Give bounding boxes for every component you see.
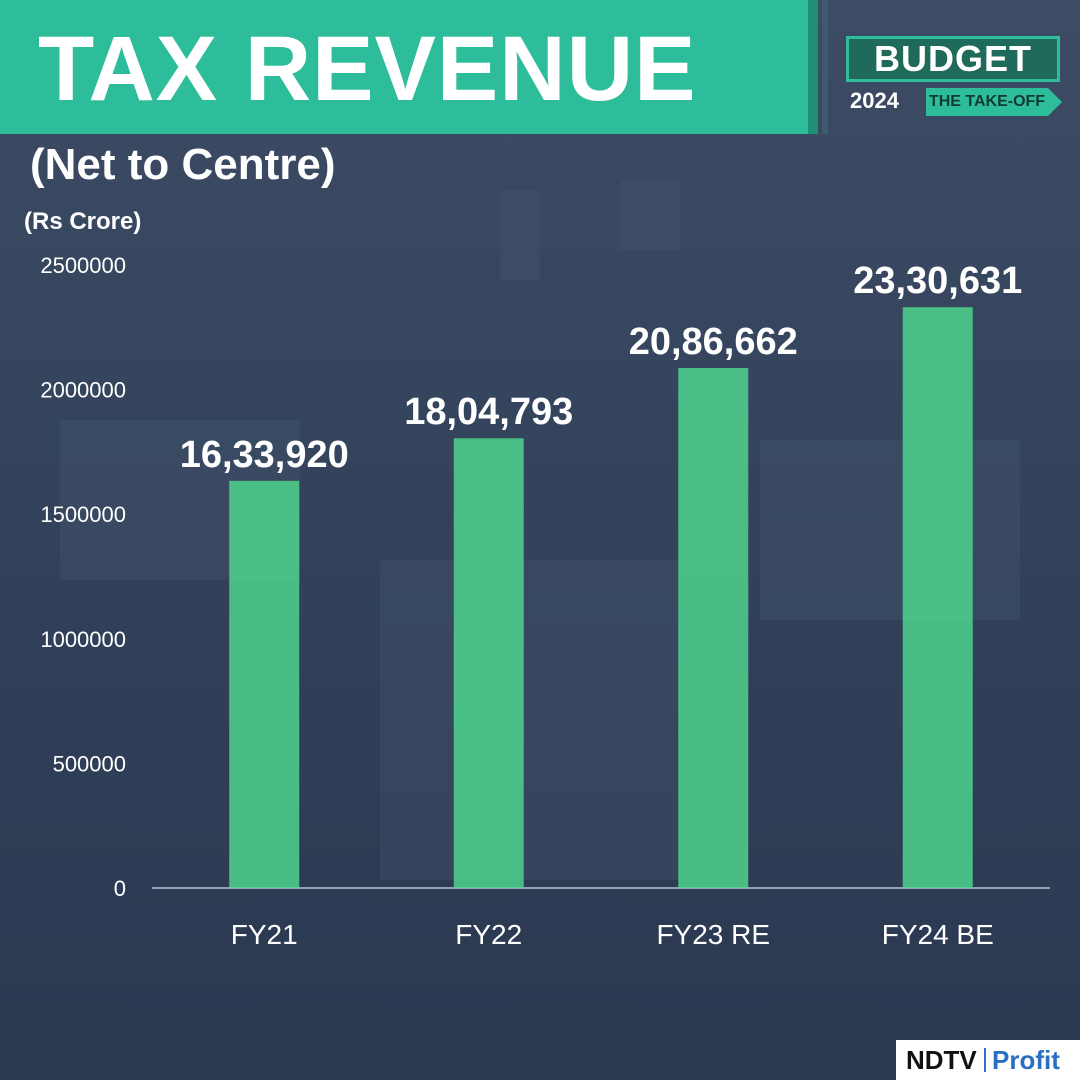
data-label: 20,86,662	[629, 321, 798, 363]
unit-label: (Rs Crore)	[24, 208, 142, 235]
banner-stripe-dark	[822, 0, 828, 134]
y-tick-label: 1000000	[40, 627, 126, 652]
budget-2024-logo: BUDGET 2024 THE TAKE-OFF	[846, 36, 1068, 120]
x-tick-label: FY23 RE	[656, 919, 770, 950]
y-tick-label: 500000	[53, 751, 126, 776]
logo-tagline: THE TAKE-OFF	[926, 88, 1048, 116]
x-tick-label: FY21	[231, 919, 298, 950]
logo-year: 2024	[850, 88, 899, 113]
y-tick-label: 1500000	[40, 502, 126, 527]
title-banner	[0, 0, 808, 134]
data-label: 16,33,920	[180, 434, 349, 476]
bar	[902, 307, 973, 888]
brand-name: NDTV	[906, 1045, 977, 1075]
arrow-right-icon	[1048, 88, 1062, 116]
data-label: 23,30,631	[853, 260, 1022, 302]
bar	[678, 368, 749, 889]
x-tick-label: FY24 BE	[882, 919, 994, 950]
page-title: TAX REVENUE	[38, 18, 697, 120]
brand-divider	[984, 1048, 986, 1072]
brand-product: Profit	[992, 1045, 1060, 1075]
y-tick-label: 0	[114, 876, 126, 901]
x-axis: FY21 FY22 FY23 RE FY24 BE	[231, 919, 994, 950]
logo-budget-word: BUDGET	[846, 36, 1060, 82]
y-axis: 0 500000 1000000 1500000 2000000 2500000	[40, 253, 126, 901]
page-subtitle: (Net to Centre)	[30, 140, 336, 189]
y-tick-label: 2500000	[40, 253, 126, 278]
bars	[229, 307, 973, 889]
ndtv-profit-logo: NDTV Profit	[896, 1040, 1080, 1080]
bar	[229, 480, 300, 888]
y-tick-label: 2000000	[40, 378, 126, 403]
bar	[453, 438, 524, 888]
banner-stripe	[808, 0, 818, 134]
data-labels: 16,33,920 18,04,793 20,86,662 23,30,631	[180, 260, 1023, 476]
data-label: 18,04,793	[404, 391, 573, 433]
x-tick-label: FY22	[455, 919, 522, 950]
